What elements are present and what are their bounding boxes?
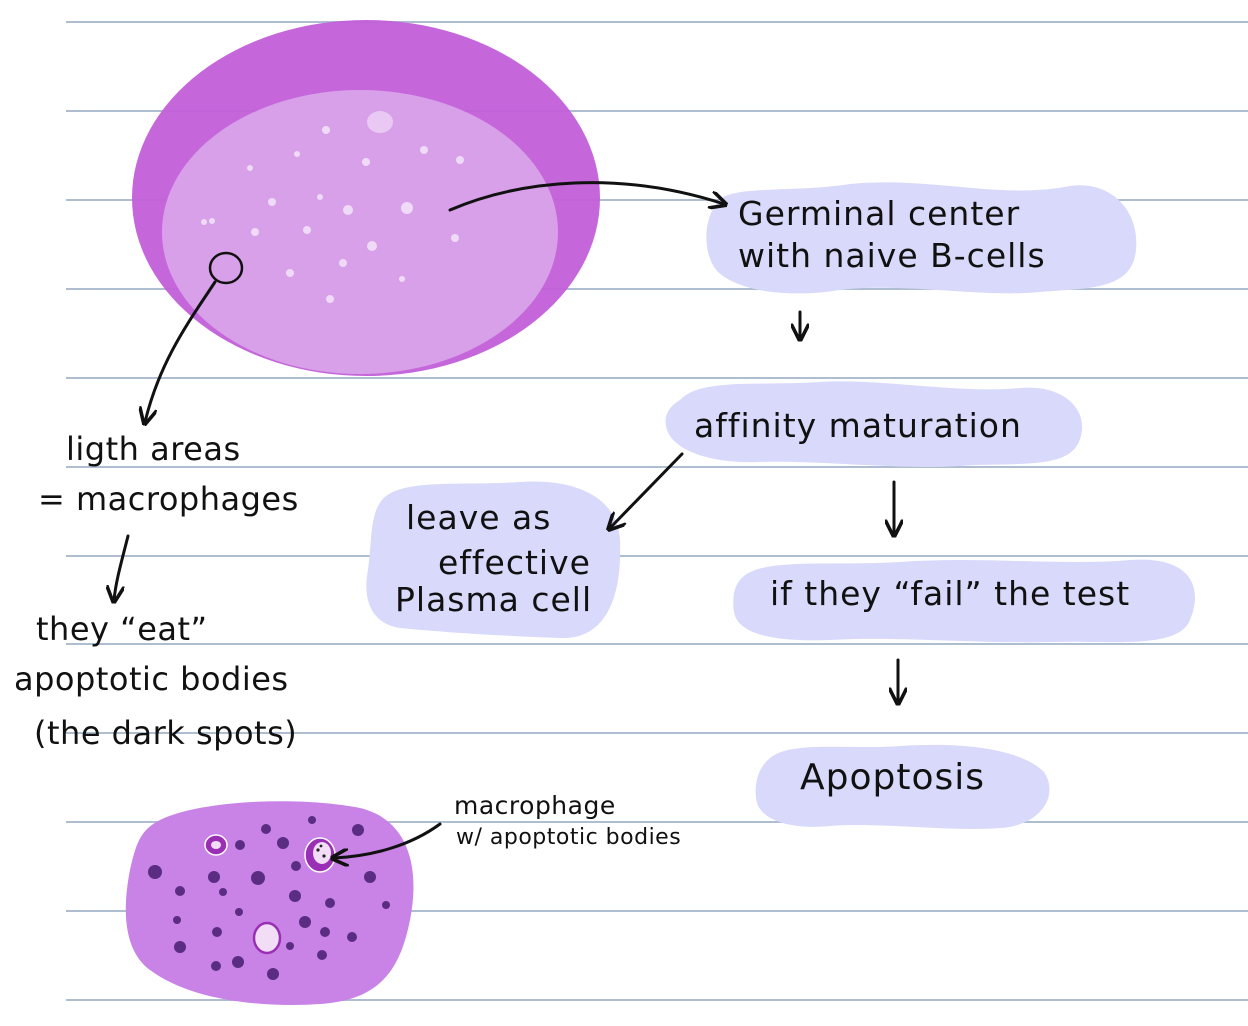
light-areas-line2: = macrophages: [38, 480, 299, 518]
macrophage-sublabel: w/ apoptotic bodies: [456, 825, 682, 850]
germinal-label-line2: with naive B-cells: [738, 236, 1046, 275]
eat-line1: they “eat”: [36, 610, 208, 648]
light-dots: [201, 126, 464, 303]
germinal-label-line1: Germinal center: [738, 194, 1021, 233]
arrows: [114, 181, 898, 858]
apoptosis-label: Apoptosis: [800, 757, 986, 798]
arrow-to-leave: [610, 452, 684, 528]
macrophage-cells: [204, 834, 336, 955]
affinity-label: affinity maturation: [694, 406, 1022, 445]
eat-line3: (the dark spots): [34, 714, 298, 752]
leave-label-line2: effective: [438, 543, 591, 582]
light-spot: [367, 111, 393, 133]
arrow-to-light-areas: [145, 280, 217, 422]
leave-label-line1: leave as: [406, 498, 552, 537]
leave-label-line3: Plasma cell: [395, 580, 593, 619]
bubble-apoptosis: [755, 744, 1050, 829]
macrophage-label: macrophage: [454, 791, 616, 820]
light-areas-line1: ligth areas: [66, 430, 241, 468]
arrow-to-germinal: [448, 181, 724, 212]
cell-inner-area: [162, 90, 558, 374]
eat-line2: apoptotic bodies: [14, 660, 289, 698]
bubble-affinity: [665, 381, 1083, 467]
bubble-germinal: [706, 182, 1137, 294]
tissue-drawing: [125, 801, 414, 1005]
highlight-bubbles: [366, 182, 1195, 829]
arrow-to-macrophage: [334, 822, 442, 858]
germinal-center-drawing: [132, 20, 600, 376]
bubble-fail: [733, 559, 1195, 643]
fail-label: if they “fail” the test: [770, 574, 1131, 613]
macrophage-circle: [208, 251, 244, 285]
bubble-leave: [366, 481, 621, 639]
arrow-to-eat: [114, 534, 130, 600]
apoptotic-bodies: [148, 816, 390, 980]
